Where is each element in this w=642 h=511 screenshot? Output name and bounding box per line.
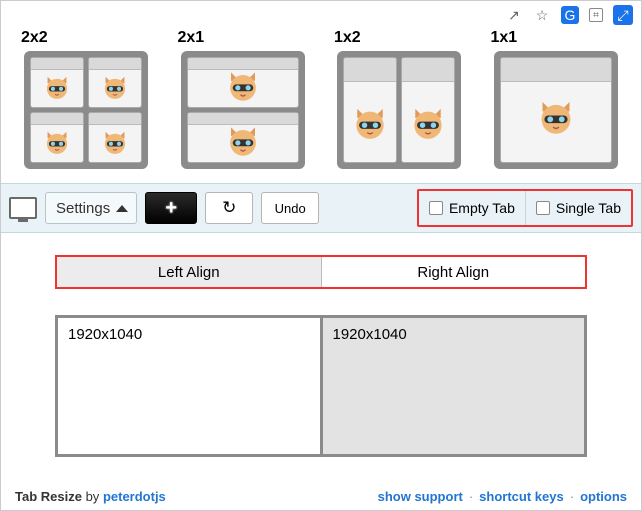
expand-icon[interactable]: ⤢ xyxy=(613,5,633,25)
footer-title: Tab Resize by peterdotjs xyxy=(15,489,166,504)
add-layout-button[interactable]: + xyxy=(145,192,197,224)
right-align-button[interactable]: Right Align xyxy=(322,257,586,287)
footer-link-options[interactable]: options xyxy=(580,489,627,504)
preset-2x2[interactable]: 2x2 xyxy=(15,29,158,169)
app-name: Tab Resize xyxy=(15,489,82,504)
browser-icon-strip: ↗ ☆ G ⌗ ⤢ xyxy=(505,3,633,27)
star-icon[interactable]: ☆ xyxy=(533,6,551,24)
cat-icon xyxy=(101,74,130,101)
toolbar: Settings + ↻ Undo Empty Tab Single Tab xyxy=(1,183,641,233)
window-thumb xyxy=(187,57,299,108)
checkbox-icon xyxy=(429,201,443,215)
window-thumb xyxy=(500,57,612,163)
plus-icon: + xyxy=(165,197,177,220)
share-icon[interactable]: ↗ xyxy=(505,6,523,24)
separator: · xyxy=(469,489,473,504)
single-tab-label: Single Tab xyxy=(556,200,621,216)
preset-tile xyxy=(494,51,618,169)
preset-1x2[interactable]: 1x2 xyxy=(328,29,471,169)
preset-row: 2x2 2x1 1x2 1x1 xyxy=(15,29,627,169)
single-tab-checkbox[interactable]: Single Tab xyxy=(525,191,631,225)
cat-icon xyxy=(410,100,446,147)
window-thumb xyxy=(401,57,455,163)
left-align-button[interactable]: Left Align xyxy=(57,257,322,287)
monitor-1[interactable]: 1920x1040 xyxy=(320,318,585,454)
window-thumb xyxy=(88,112,142,163)
qr-icon[interactable]: ⌗ xyxy=(589,8,603,22)
footer-link-shortcut-keys[interactable]: shortcut keys xyxy=(479,489,564,504)
settings-label: Settings xyxy=(56,200,110,217)
monitor-label: 1920x1040 xyxy=(333,326,407,343)
preset-tile xyxy=(181,51,305,169)
translate-icon[interactable]: G xyxy=(561,6,579,24)
preset-tile xyxy=(337,51,461,169)
settings-button[interactable]: Settings xyxy=(45,192,137,224)
right-align-label: Right Align xyxy=(417,264,489,281)
align-row: Left Align Right Align xyxy=(55,255,587,289)
refresh-icon: ↻ xyxy=(222,198,236,218)
chevron-up-icon xyxy=(116,205,128,212)
display-icon xyxy=(9,197,37,219)
cat-icon xyxy=(224,69,263,103)
left-align-label: Left Align xyxy=(158,264,220,281)
by-word: by xyxy=(86,489,100,504)
preset-label: 2x1 xyxy=(172,29,205,47)
cat-icon xyxy=(352,100,388,147)
undo-label: Undo xyxy=(275,201,306,216)
cat-icon xyxy=(537,94,576,141)
monitor-label: 1920x1040 xyxy=(68,326,142,343)
undo-button[interactable]: Undo xyxy=(261,192,319,224)
monitor-0[interactable]: 1920x1040 xyxy=(58,318,320,454)
checkbox-icon xyxy=(536,201,550,215)
empty-tab-checkbox[interactable]: Empty Tab xyxy=(419,191,525,225)
window-thumb xyxy=(187,112,299,163)
cat-icon xyxy=(43,74,72,101)
window-thumb xyxy=(30,112,84,163)
window-thumb xyxy=(30,57,84,108)
footer-links: show support · shortcut keys · options xyxy=(378,489,627,504)
cat-icon xyxy=(224,124,263,158)
empty-tab-label: Empty Tab xyxy=(449,200,515,216)
preset-label: 1x1 xyxy=(485,29,518,47)
separator: · xyxy=(570,489,574,504)
footer-link-show-support[interactable]: show support xyxy=(378,489,463,504)
tab-options-group: Empty Tab Single Tab xyxy=(417,189,633,227)
refresh-button[interactable]: ↻ xyxy=(205,192,253,224)
preset-label: 1x2 xyxy=(328,29,361,47)
cat-icon xyxy=(43,129,72,156)
cat-icon xyxy=(101,129,130,156)
monitor-row: 1920x1040 1920x1040 xyxy=(55,315,587,457)
window-thumb xyxy=(343,57,397,163)
preset-label: 2x2 xyxy=(15,29,48,47)
footer: Tab Resize by peterdotjs show support·sh… xyxy=(15,489,627,504)
preset-1x1[interactable]: 1x1 xyxy=(485,29,628,169)
window-thumb xyxy=(88,57,142,108)
preset-2x1[interactable]: 2x1 xyxy=(172,29,315,169)
author-link[interactable]: peterdotjs xyxy=(103,489,166,504)
preset-tile xyxy=(24,51,148,169)
